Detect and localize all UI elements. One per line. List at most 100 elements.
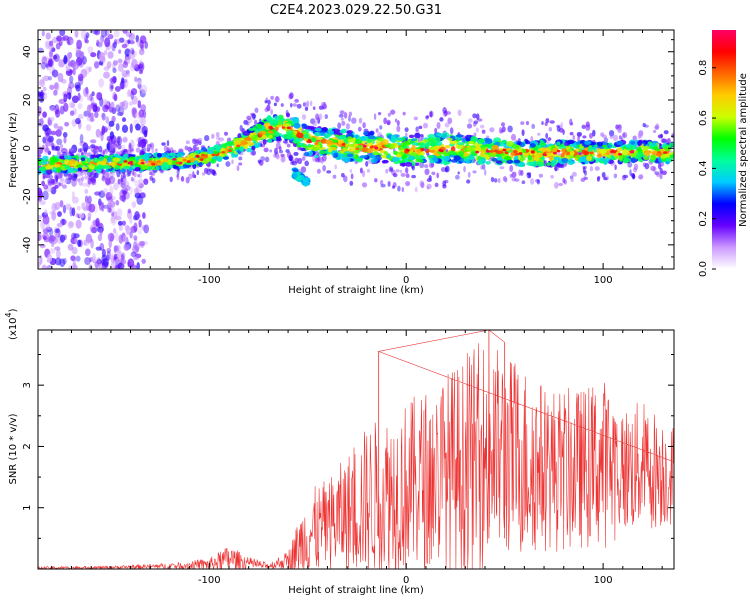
heatmap-cell [246, 115, 252, 121]
heatmap-cell [139, 39, 144, 49]
heatmap-cell [69, 110, 75, 116]
x-tick-label: 0 [403, 575, 409, 586]
heatmap-cell [38, 106, 42, 116]
heatmap-cell [185, 140, 190, 145]
heatmap-cell [597, 175, 601, 180]
heatmap-cell [227, 149, 232, 152]
heatmap-cell [270, 108, 274, 115]
heatmap-cell [80, 157, 86, 162]
heatmap-cell [353, 154, 360, 160]
heatmap-cell [218, 152, 225, 157]
heatmap-cell [343, 112, 348, 119]
heatmap-cell [334, 164, 338, 170]
heatmap-cell [472, 113, 477, 119]
heatmap-cell [300, 166, 307, 173]
heatmap-cell [375, 140, 381, 145]
heatmap-cell [144, 41, 148, 49]
heatmap-cell [358, 117, 363, 124]
heatmap-cell [105, 116, 110, 124]
heatmap-cell [131, 107, 138, 115]
heatmap-cell [455, 134, 464, 138]
heatmap-cell [121, 43, 128, 49]
heatmap-cell [596, 153, 603, 158]
heatmap-cell [84, 175, 89, 180]
heatmap-cell [373, 113, 377, 120]
heatmap-cell [58, 182, 64, 187]
heatmap-cell [430, 162, 435, 167]
heatmap-cell [427, 140, 436, 147]
heatmap-cell [391, 169, 396, 176]
heatmap-cell [51, 69, 59, 78]
heatmap-cell [94, 61, 99, 69]
heatmap-cell [77, 239, 82, 248]
heatmap-cell [53, 123, 59, 129]
heatmap-cell [314, 157, 320, 163]
heatmap-cell [386, 154, 391, 159]
heatmap-cell [178, 161, 183, 165]
colorbar-tick-label: 0.2 [698, 211, 709, 227]
heatmap-cell [291, 116, 299, 122]
heatmap-cell [108, 171, 113, 180]
heatmap-cell [339, 110, 345, 115]
heatmap-cell [405, 148, 410, 152]
heatmap-cell [438, 149, 443, 152]
heatmap-cell [615, 124, 619, 130]
heatmap-cell [218, 137, 225, 142]
snr-multiplier-label: (x104) [4, 308, 19, 340]
heatmap-cell [556, 149, 561, 153]
heatmap-cell [434, 127, 438, 134]
heatmap-cell [283, 123, 292, 128]
heatmap-cell [98, 78, 105, 88]
heatmap-cell [428, 110, 434, 118]
heatmap-cell [659, 172, 663, 180]
heatmap-cell [133, 241, 137, 250]
heatmap-cell [491, 157, 499, 162]
heatmap-cell [112, 67, 117, 73]
heatmap-cell [89, 139, 97, 144]
heatmap-cell [215, 131, 220, 138]
heatmap-cell [54, 246, 61, 251]
heatmap-cell [519, 157, 526, 161]
heatmap-cell [393, 150, 398, 155]
heatmap-cell [68, 173, 73, 181]
heatmap-cell [192, 171, 195, 178]
heatmap-cell [337, 135, 344, 140]
heatmap-cell [138, 48, 145, 56]
heatmap-cell [132, 177, 136, 183]
heatmap-cell [123, 189, 127, 197]
heatmap-cell [69, 75, 74, 84]
heatmap-cell [238, 146, 245, 152]
heatmap-cell [621, 132, 628, 139]
heatmap-cell [428, 161, 435, 169]
heatmap-cell [117, 58, 123, 64]
heatmap-cell [302, 102, 307, 107]
heatmap-cell [123, 78, 129, 89]
heatmap-cell [123, 160, 128, 163]
heatmap-cell [257, 159, 262, 164]
heatmap-cell [77, 92, 81, 101]
heatmap-cell [275, 154, 280, 160]
heatmap-cell [566, 139, 575, 145]
heatmap-cell [303, 177, 311, 181]
heatmap-cell [429, 149, 436, 153]
heatmap-cell [74, 30, 79, 38]
heatmap-cell [62, 204, 67, 214]
heatmap-cell [372, 150, 379, 156]
heatmap-cell [41, 180, 45, 187]
heatmap-cell [526, 161, 534, 166]
snr-y-ticks: 1 2 3 [22, 354, 674, 539]
heatmap-cell [383, 151, 389, 156]
x-tick-label: -100 [198, 575, 221, 586]
heatmap-cell [296, 103, 302, 109]
heatmap-cell [67, 61, 73, 67]
heatmap-cell [160, 164, 165, 170]
heatmap-cell [312, 120, 318, 127]
heatmap-cell [237, 133, 242, 139]
heatmap-cell [38, 262, 41, 268]
heatmap-cell [246, 141, 255, 147]
heatmap-cell [287, 133, 293, 137]
heatmap-cell [360, 135, 366, 142]
heatmap-cell [150, 172, 156, 176]
heatmap-cell [85, 248, 91, 257]
heatmap-cell [87, 177, 92, 185]
